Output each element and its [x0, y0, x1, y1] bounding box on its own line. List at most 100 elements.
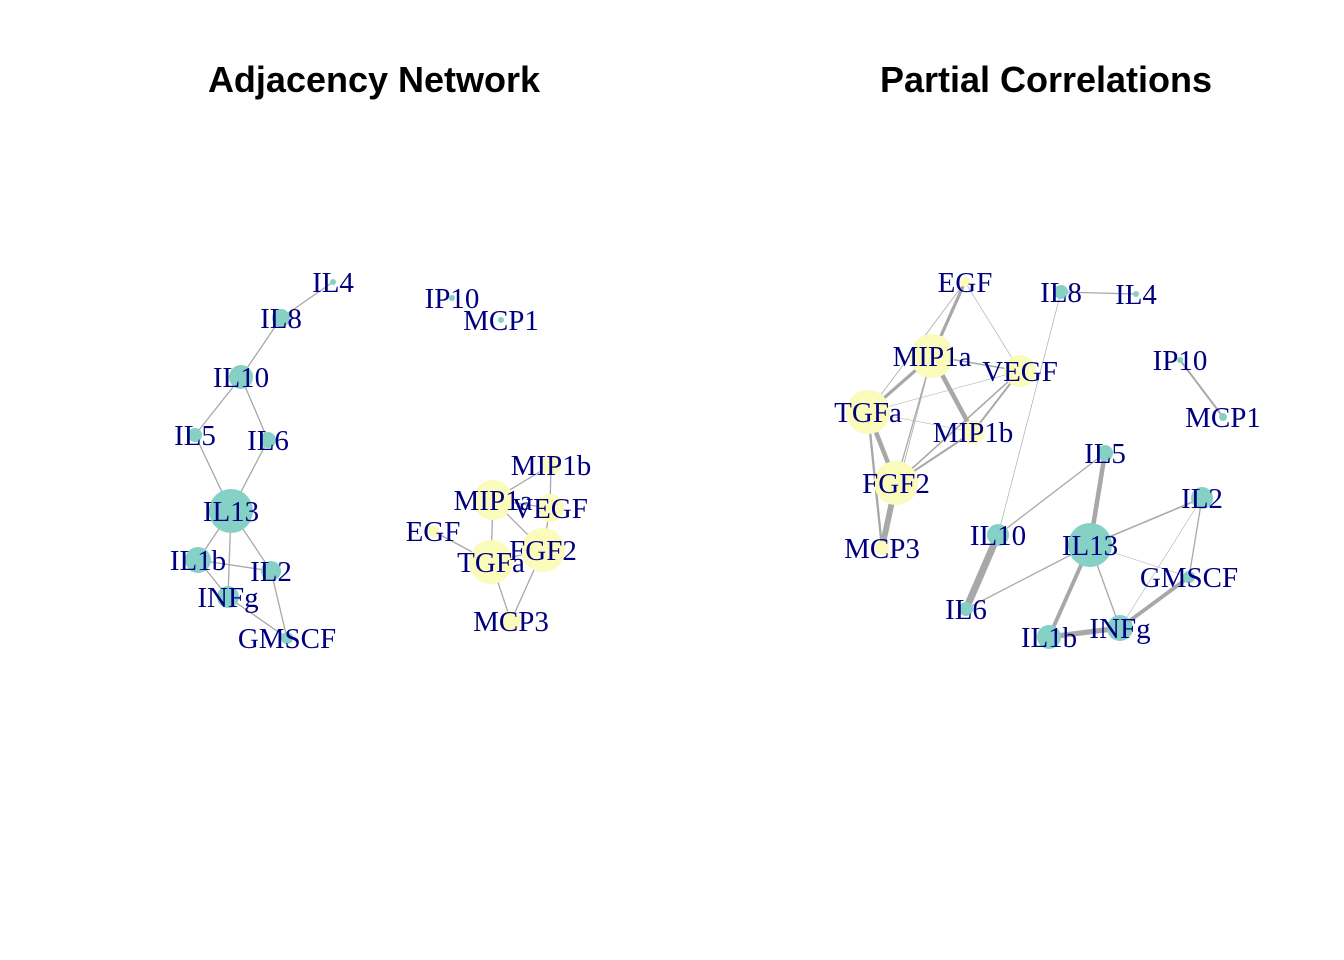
edge-il2-infg — [1119, 497, 1203, 629]
node-fgf2 — [874, 461, 918, 505]
node-egf — [427, 525, 439, 537]
node-fgf2 — [521, 528, 565, 572]
node-tgfa — [469, 540, 513, 584]
node-mip1b — [541, 455, 561, 475]
node-il4 — [1133, 291, 1139, 297]
node-mip1a — [473, 480, 513, 520]
node-il13 — [1068, 523, 1112, 567]
node-label-mip1a: MIP1a — [893, 341, 972, 373]
node-mcp1 — [498, 317, 504, 323]
node-label-tgfa: TGFa — [457, 547, 525, 579]
node-label-il6: IL6 — [247, 425, 289, 457]
edge-egf-vegf — [964, 281, 1021, 372]
node-label-il1b: IL1b — [1021, 622, 1077, 654]
node-label-fgf2: FGF2 — [509, 535, 577, 567]
node-label-ip10: IP10 — [1153, 345, 1208, 377]
edge-il2-gmscf — [270, 570, 288, 639]
node-label-gmscf: GMSCF — [1140, 562, 1238, 594]
node-label-mcp1: MCP1 — [1185, 402, 1261, 434]
node-label-il4: IL4 — [1115, 279, 1157, 311]
node-mcp1 — [1219, 413, 1227, 421]
node-label-tgfa: TGFa — [834, 397, 902, 429]
edge-il5-il10 — [997, 452, 1106, 536]
edge-mip1a-fgf2 — [895, 355, 933, 484]
node-infg — [217, 586, 239, 608]
node-il5 — [188, 428, 202, 442]
node-il13 — [209, 489, 253, 533]
node-label-il2: IL2 — [1181, 483, 1223, 515]
node-mcp3 — [875, 541, 889, 555]
node-label-mip1b: MIP1b — [933, 417, 1014, 449]
node-label-mcp3: MCP3 — [844, 533, 920, 565]
node-label-il8: IL8 — [260, 303, 302, 335]
partial-correlations-panel: EGF IL8 IL4 MIP1a VEGF IP10 TGFa MIP1b MCP1 IL5 FG… — [834, 267, 1261, 654]
node-gmscf — [1183, 571, 1195, 583]
node-label-gmscf: GMSCF — [238, 623, 336, 655]
node-mip1a — [910, 334, 954, 378]
node-label-infg: INFg — [1089, 613, 1150, 645]
node-label-il5: IL5 — [1084, 438, 1126, 470]
node-ip10 — [1177, 357, 1183, 363]
node-label-il1b: IL1b — [170, 545, 226, 577]
node-label-vegf: VEGF — [512, 493, 588, 525]
node-label-egf: EGF — [938, 267, 993, 299]
node-label-ip10: IP10 — [425, 283, 480, 315]
node-label-egf: EGF — [406, 516, 461, 548]
node-il8 — [272, 309, 290, 327]
node-label-il10: IL10 — [970, 520, 1026, 552]
node-il1b — [1037, 625, 1061, 649]
node-label-mcp1: MCP1 — [463, 305, 539, 337]
node-ip10 — [449, 295, 455, 301]
panel-title-partial: Partial Correlations — [880, 59, 1212, 100]
node-vegf — [1004, 355, 1036, 387]
node-label-fgf2: FGF2 — [862, 468, 930, 500]
node-label-vegf: VEGF — [982, 356, 1058, 388]
node-il1b — [185, 547, 211, 573]
node-infg — [1107, 615, 1133, 641]
edge-vegf-fgf2 — [895, 370, 1021, 484]
node-vegf — [536, 494, 564, 522]
node-label-il10: IL10 — [213, 362, 269, 394]
edge-infg-gmscf — [227, 596, 288, 639]
node-il5 — [1097, 445, 1113, 461]
node-label-il5: IL5 — [174, 420, 216, 452]
edge-il10-il5 — [194, 376, 242, 436]
node-label-mip1a: MIP1a — [454, 485, 533, 517]
node-egf — [960, 277, 970, 287]
node-il6 — [959, 602, 973, 616]
node-label-il8: IL8 — [1040, 277, 1082, 309]
node-label-mip1b: MIP1b — [511, 450, 592, 482]
node-mip1b — [961, 420, 985, 444]
edge-gmscf-infg — [1118, 575, 1191, 630]
node-il6 — [260, 432, 276, 448]
node-label-infg: INFg — [197, 582, 258, 614]
panel-title-adjacency: Adjacency Network — [208, 59, 541, 100]
node-label-il13: IL13 — [203, 496, 259, 528]
node-label-il4: IL4 — [312, 267, 354, 299]
node-il8 — [1054, 285, 1068, 299]
edge-vegf-tgfa — [867, 370, 1021, 413]
edge-il13-il6 — [965, 544, 1091, 610]
edge-il8-il10 — [997, 291, 1062, 536]
nodes — [185, 279, 565, 644]
node-il2 — [1191, 487, 1213, 509]
edge-il8-il4 — [1060, 291, 1137, 295]
node-label-il2: IL2 — [250, 556, 292, 588]
node-label-mcp3: MCP3 — [473, 606, 549, 638]
node-tgfa — [846, 390, 890, 434]
node-labels: EGF IL8 IL4 MIP1a VEGF IP10 TGFa MIP1b MCP1 IL5 FG… — [834, 267, 1261, 654]
node-il4 — [330, 279, 336, 285]
node-gmscf — [281, 632, 293, 644]
edge-il2-gmscf — [1188, 497, 1203, 578]
node-il10 — [229, 365, 253, 389]
edge-ip10-mcp1 — [1179, 359, 1224, 418]
edge-il10-il6 — [962, 531, 1002, 613]
node-label-il13: IL13 — [1062, 530, 1118, 562]
edge-il4-il8 — [280, 281, 334, 319]
node-label-il6: IL6 — [945, 594, 987, 626]
node-mcp3 — [501, 611, 521, 631]
nodes — [846, 277, 1227, 649]
